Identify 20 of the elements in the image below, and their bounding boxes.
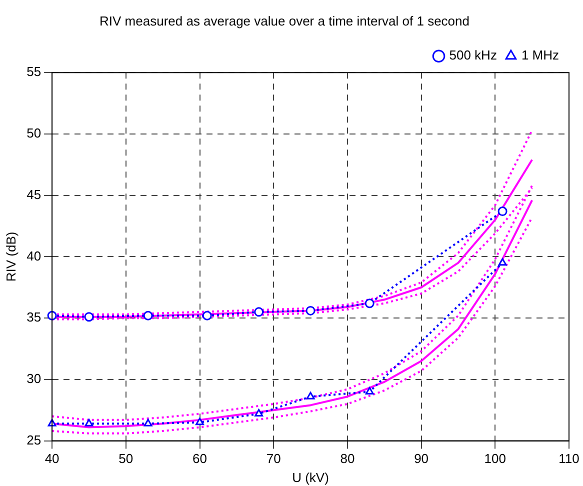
y-tick-label: 45	[26, 186, 42, 202]
legend-label: 1 MHz	[521, 48, 560, 63]
y-tick-label: 40	[26, 248, 42, 264]
y-tick-label: 50	[26, 126, 42, 141]
x-tick-label: 40	[44, 451, 60, 466]
y-tick-label: 30	[26, 371, 42, 386]
x-tick-label: 50	[118, 451, 134, 466]
y-tick-label: 55	[26, 64, 42, 80]
x-axis-title: U (kV)	[292, 470, 329, 485]
x-tick-label: 90	[414, 451, 429, 466]
y-tick-label: 25	[26, 432, 42, 448]
y-tick-label: 35	[26, 310, 42, 325]
x-tick-label: 110	[558, 451, 580, 466]
x-tick-label: 80	[340, 451, 355, 466]
y-axis-title: RIV (dB)	[3, 232, 18, 282]
x-tick-label: 100	[484, 451, 506, 466]
legend-label: 500 kHz	[449, 48, 497, 63]
x-tick-label: 60	[192, 451, 207, 466]
chart-title: RIV measured as average value over a time interval of 1 second	[100, 13, 470, 28]
x-tick-label: 70	[266, 451, 281, 466]
